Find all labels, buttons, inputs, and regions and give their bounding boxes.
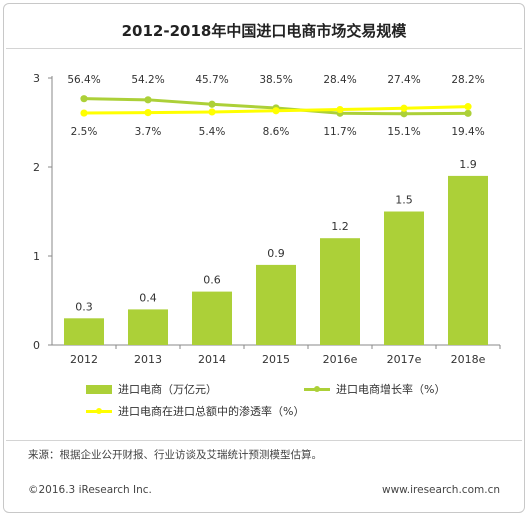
bar-value-label: 0.9 — [267, 247, 285, 260]
legend-label-growth: 进口电商增长率（%） — [336, 383, 446, 396]
copyright-text: ©2016.3 iResearch Inc. — [28, 484, 152, 496]
x-tick-label: 2015 — [262, 353, 290, 366]
legend-label-bars: 进口电商（万亿元） — [118, 383, 217, 396]
x-tick-label: 2018e — [451, 353, 486, 366]
growth-value-label: 28.2% — [451, 74, 484, 86]
penetration-point — [400, 104, 408, 112]
penetration-point — [336, 105, 344, 114]
chart-frame — [3, 3, 525, 513]
y-tick-label: 0 — [33, 339, 40, 352]
bar — [384, 211, 424, 345]
legend-item-penetration: 进口电商在进口总额中的渗透率（%） — [86, 403, 304, 419]
penetration-value-label: 2.5% — [71, 126, 98, 138]
x-tick-label: 2014 — [198, 353, 226, 366]
penetration-point — [144, 108, 152, 117]
penetration-value-label: 3.7% — [135, 126, 162, 138]
bar — [192, 291, 232, 345]
bar — [64, 318, 104, 345]
x-tick-label: 2013 — [134, 353, 162, 366]
growth-value-label: 45.7% — [195, 74, 228, 86]
penetration-value-label: 8.6% — [263, 126, 290, 138]
growth-value-label: 54.2% — [131, 74, 164, 86]
y-tick-label: 3 — [33, 72, 40, 85]
penetration-point — [80, 109, 88, 117]
legend-swatch-bars — [86, 384, 112, 394]
bar — [320, 238, 360, 345]
bar — [448, 175, 488, 345]
x-tick-label: 2017e — [387, 353, 422, 366]
title-divider — [6, 48, 522, 49]
penetration-value-label: 5.4% — [199, 126, 226, 138]
x-tick-label: 2016e — [323, 353, 358, 366]
bar-value-label: 1.9 — [459, 158, 477, 171]
bar-value-label: 0.3 — [75, 300, 93, 313]
bar — [128, 309, 168, 345]
legend-label-penetration: 进口电商在进口总额中的渗透率（%） — [118, 405, 305, 418]
growth-value-label: 56.4% — [67, 74, 100, 86]
growth-value-label: 28.4% — [323, 74, 356, 86]
bar-value-label: 1.2 — [331, 220, 349, 233]
penetration-point — [464, 103, 472, 111]
growth-point — [464, 109, 472, 117]
penetration-value-label: 19.4% — [451, 126, 484, 138]
y-tick-label: 1 — [33, 250, 40, 263]
penetration-value-label: 15.1% — [387, 126, 420, 138]
legend-swatch-penetration — [86, 407, 112, 416]
penetration-value-label: 11.7% — [323, 126, 356, 138]
growth-point — [80, 95, 88, 103]
bar-value-label: 0.6 — [203, 274, 221, 287]
growth-point — [208, 100, 216, 108]
legend-item-bars: 进口电商（万亿元） — [86, 381, 217, 397]
growth-point — [400, 110, 408, 118]
bar — [256, 264, 296, 345]
website-link[interactable]: www.iresearch.com.cn — [381, 484, 500, 496]
x-tick-label: 2012 — [70, 353, 98, 366]
source-divider — [6, 440, 522, 441]
growth-value-label: 27.4% — [387, 74, 420, 86]
penetration-point — [208, 108, 216, 116]
y-tick-label: 2 — [33, 161, 40, 174]
growth-point — [144, 96, 152, 104]
bar-value-label: 0.4 — [139, 291, 157, 304]
legend-item-growth: 进口电商增长率（%） — [304, 381, 445, 397]
growth-value-label: 38.5% — [259, 74, 292, 86]
source-note: 来源：根据企业公开财报、行业访谈及艾瑞统计预测模型估算。 — [28, 449, 322, 461]
legend-swatch-growth — [304, 385, 330, 394]
chart-title: 2012-2018年中国进口电商市场交易规模 — [121, 22, 407, 40]
penetration-point — [272, 107, 280, 115]
bar-value-label: 1.5 — [395, 194, 413, 207]
